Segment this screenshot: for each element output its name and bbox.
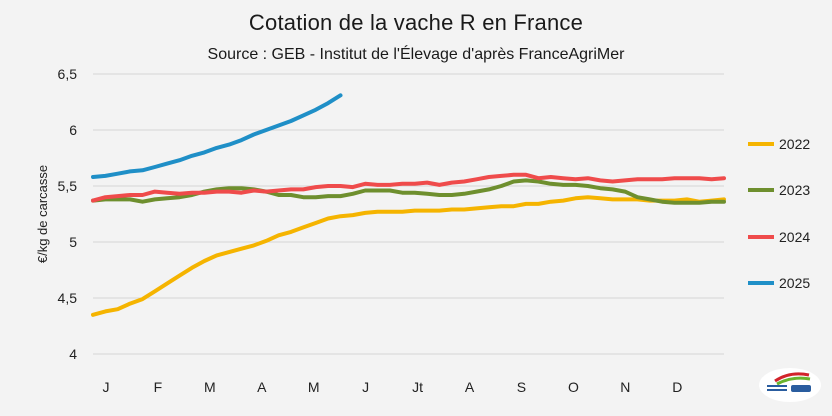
x-tick-label: M [308, 379, 320, 395]
x-tick-label: S [517, 379, 526, 395]
y-tick-label: 6 [69, 122, 77, 138]
y-tick-label: 4 [69, 346, 77, 362]
x-axis-ticks: J F M A M J Jt A S O N D [103, 379, 683, 395]
y-axis-ticks: 4 4,5 5 5,5 6 6,5 [58, 66, 78, 362]
legend-label-2024: 2024 [779, 229, 810, 245]
chart-title: Cotation de la vache R en France [248, 10, 584, 35]
x-tick-label: J [362, 379, 369, 395]
x-tick-label: N [620, 379, 630, 395]
x-tick-label: A [257, 379, 267, 395]
series-line-2025 [91, 93, 343, 179]
chart-subtitle: Source : GEB - Institut de l'Élevage d'a… [207, 46, 625, 63]
legend-label-2025: 2025 [779, 275, 810, 291]
legend-label-2022: 2022 [779, 136, 810, 152]
y-tick-label: 4,5 [58, 290, 78, 306]
x-tick-label: D [672, 379, 682, 395]
y-tick-label: 6,5 [58, 66, 78, 82]
y-axis-label: €/kg de carcasse [35, 165, 50, 263]
y-tick-label: 5 [69, 234, 77, 250]
series-lines [91, 93, 726, 317]
x-tick-label: Jt [412, 379, 423, 395]
x-tick-label: F [154, 379, 163, 395]
legend-label-2023: 2023 [779, 182, 810, 198]
x-tick-label: A [465, 379, 475, 395]
series-line-2022 [91, 195, 726, 317]
x-tick-label: M [204, 379, 216, 395]
idele-logo [757, 363, 823, 405]
legend: 2022 2023 2024 2025 [748, 136, 810, 291]
gridlines [93, 73, 724, 355]
y-tick-label: 5,5 [58, 178, 78, 194]
x-tick-label: J [103, 379, 110, 395]
x-tick-label: O [568, 379, 579, 395]
series-line-2024 [91, 172, 726, 203]
